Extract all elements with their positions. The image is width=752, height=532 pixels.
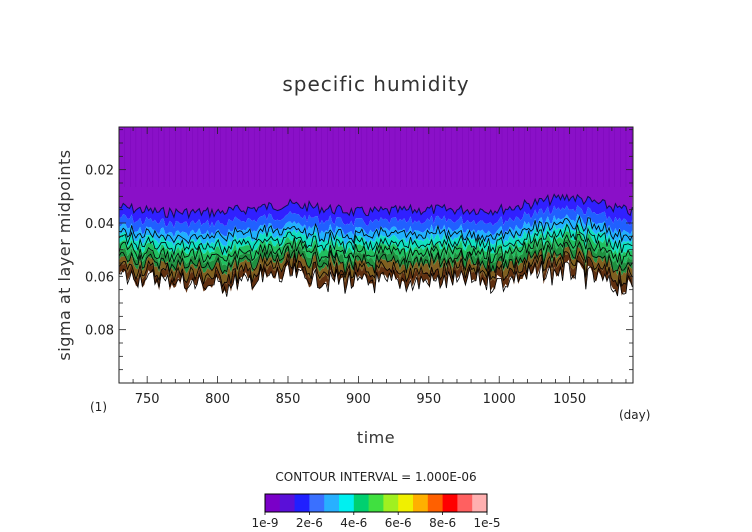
plot-area: 750 800 850 900 950 1000 1050 0.02 0.04 0.06 0.08	[85, 126, 634, 407]
x-tick-label: 800	[205, 392, 230, 407]
x-axis-label: time	[357, 428, 395, 447]
contour-line	[119, 223, 633, 256]
y-axis-ticks: 0.02 0.04 0.06 0.08	[85, 129, 633, 371]
moisture-band	[119, 194, 633, 229]
moisture-band	[119, 222, 633, 257]
colorbar-swatch	[368, 494, 384, 512]
x-tick-label: 1000	[483, 392, 516, 407]
contour-line	[119, 233, 633, 265]
colorbar-swatch	[442, 494, 458, 512]
colorbar-label: 8e-6	[429, 516, 456, 530]
moisture-band	[119, 214, 633, 247]
colorbar-swatch	[398, 494, 414, 512]
colorbar-swatch	[383, 494, 399, 512]
contour-fill	[119, 127, 633, 383]
colorbar-swatch	[309, 494, 325, 512]
x-tick-label: 1050	[553, 392, 586, 407]
x-axis-ticks: 750 800 850 900 950 1000 1050	[118, 127, 627, 407]
colorbar-swatch	[457, 494, 473, 512]
x-tick-label: 900	[346, 392, 371, 407]
colorbar-swatch	[324, 494, 340, 512]
y-tick-label: 0.02	[85, 164, 114, 179]
dry-layer-fill	[119, 127, 633, 218]
colorbar-swatch	[265, 494, 281, 512]
contour-line	[119, 193, 633, 220]
colorbar-swatch	[427, 494, 444, 512]
colorbar-swatch	[294, 494, 310, 512]
contour-line	[119, 241, 633, 275]
contour-line	[119, 250, 633, 288]
y-unit-label: (1)	[90, 400, 107, 414]
x-tick-label: 850	[276, 392, 301, 407]
colorbar-label: 4e-6	[340, 516, 367, 530]
contour-line	[119, 215, 633, 245]
chart-title: specific humidity	[282, 72, 469, 96]
colorbar-label: 6e-6	[385, 516, 412, 530]
colorbar-label: 1e-9	[252, 516, 279, 530]
x-tick-label: 950	[416, 392, 441, 407]
colorbar: 1e-9 2e-6 4e-6 6e-6 8e-6 1e-5	[252, 493, 501, 530]
contour-interval-text: CONTOUR INTERVAL = 1.000E-06	[275, 470, 476, 484]
colorbar-swatch	[413, 494, 429, 512]
plot-frame	[118, 126, 634, 384]
colorbar-swatch	[472, 494, 488, 512]
x-unit-label: (day)	[619, 408, 650, 422]
colorbar-swatch	[279, 494, 296, 512]
x-tick-label: 750	[135, 392, 160, 407]
y-tick-label: 0.06	[85, 270, 114, 285]
colorbar-label: 2e-6	[296, 516, 323, 530]
colorbar-swatch	[353, 494, 370, 512]
colorbar-frame	[264, 493, 488, 513]
moisture-band	[119, 205, 633, 238]
colorbar-label: 1e-5	[474, 516, 501, 530]
y-tick-label: 0.08	[85, 324, 114, 339]
y-tick-label: 0.04	[85, 217, 114, 232]
colorbar-swatch	[339, 494, 355, 512]
contour-line	[119, 259, 633, 297]
moisture-band	[119, 252, 633, 296]
y-axis-label: sigma at layer midpoints	[55, 149, 74, 360]
